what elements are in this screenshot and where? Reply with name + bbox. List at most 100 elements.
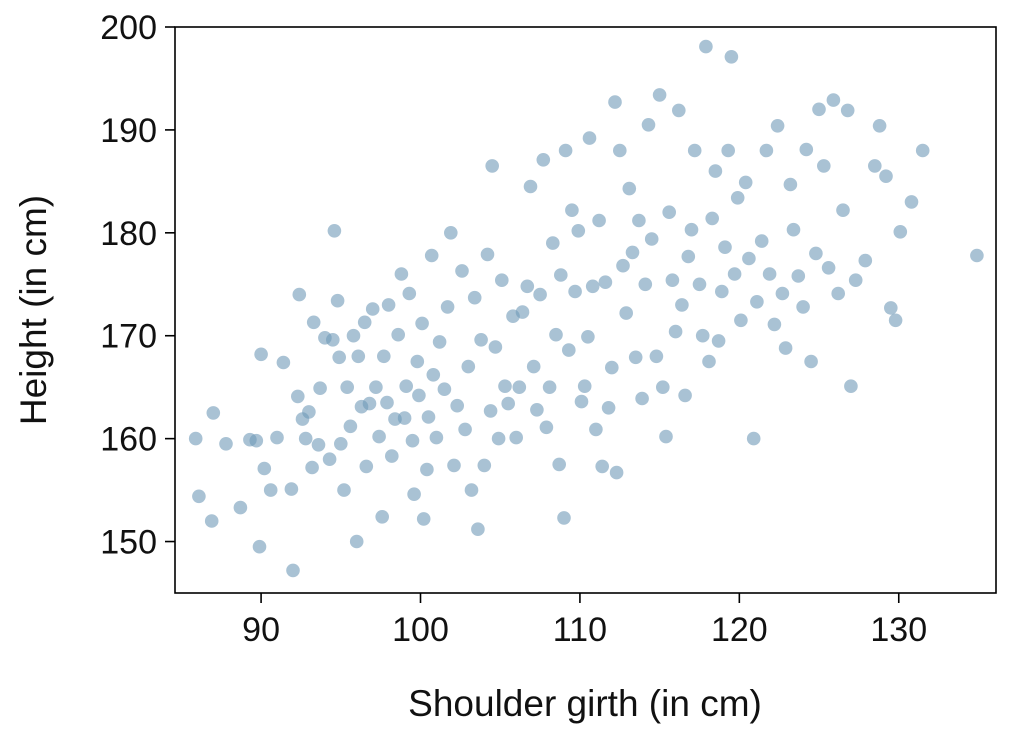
data-point	[365, 302, 380, 316]
data-point	[291, 389, 305, 404]
data-point	[305, 460, 319, 475]
data-point	[762, 267, 777, 281]
data-point	[270, 430, 284, 445]
data-point	[326, 333, 340, 347]
data-point	[249, 433, 264, 448]
data-point	[622, 181, 637, 196]
data-point	[759, 143, 774, 158]
data-point	[558, 143, 573, 158]
x-tick-label: 130	[870, 611, 927, 649]
data-point	[554, 268, 568, 282]
data-point	[546, 236, 560, 250]
data-point	[565, 203, 579, 217]
data-point	[424, 248, 439, 263]
data-point	[595, 459, 609, 474]
x-tick-label: 120	[711, 611, 768, 649]
data-point	[675, 298, 689, 312]
data-point	[254, 347, 268, 362]
data-point	[649, 349, 664, 364]
data-point	[509, 430, 523, 445]
data-point	[372, 429, 386, 444]
data-point	[450, 398, 465, 413]
data-point	[284, 482, 299, 496]
data-point	[746, 431, 761, 446]
data-point	[681, 249, 696, 264]
data-point	[775, 286, 790, 301]
data-point	[407, 487, 421, 502]
data-point	[571, 224, 586, 238]
data-point	[530, 403, 544, 417]
data-point	[656, 380, 670, 395]
data-point	[791, 269, 806, 283]
data-point	[581, 330, 595, 344]
data-point	[724, 50, 739, 64]
data-point	[589, 422, 603, 437]
data-point	[257, 461, 272, 476]
data-point	[868, 159, 882, 173]
data-point	[526, 359, 541, 374]
data-point	[206, 406, 221, 420]
data-point	[549, 327, 563, 342]
data-point	[444, 226, 458, 240]
data-point	[616, 258, 630, 273]
data-point	[488, 340, 503, 354]
x-tick-label: 100	[392, 611, 449, 649]
data-point	[485, 159, 500, 173]
data-point	[397, 411, 412, 425]
x-tick-label: 110	[553, 611, 607, 649]
data-point	[840, 103, 855, 118]
data-point	[770, 119, 785, 133]
data-point	[483, 404, 498, 418]
data-point	[192, 489, 206, 504]
data-point	[652, 88, 667, 102]
y-tick-label: 160	[100, 421, 157, 459]
data-point	[313, 381, 327, 396]
y-tick-label: 150	[100, 524, 157, 562]
data-point	[893, 225, 908, 239]
data-point	[844, 379, 858, 394]
data-point	[632, 213, 646, 228]
data-point	[665, 273, 680, 288]
data-point	[817, 159, 831, 173]
data-point	[385, 449, 399, 463]
data-point	[796, 300, 810, 314]
data-point	[375, 510, 390, 524]
data-point	[562, 343, 576, 357]
data-point	[416, 512, 431, 526]
data-point	[609, 465, 624, 480]
data-point	[515, 305, 530, 319]
data-point	[426, 368, 441, 382]
data-point	[574, 394, 589, 409]
data-point	[625, 245, 640, 260]
data-point	[628, 350, 643, 365]
data-point	[884, 301, 898, 315]
data-point	[330, 293, 345, 308]
data-points	[188, 39, 984, 578]
data-point	[381, 298, 396, 312]
data-point	[340, 380, 355, 395]
data-point	[705, 211, 719, 226]
y-tick-label: 190	[100, 112, 157, 150]
data-point	[778, 341, 793, 355]
x-axis: 90 100 110 120 130	[242, 593, 927, 649]
data-point	[568, 284, 582, 299]
data-point	[635, 391, 649, 406]
data-point	[711, 334, 726, 348]
data-point	[721, 143, 735, 158]
data-point	[447, 458, 461, 473]
x-tick-label: 90	[242, 611, 280, 649]
data-point	[715, 284, 729, 299]
data-point	[783, 177, 798, 192]
data-point	[369, 380, 383, 395]
data-point	[708, 164, 723, 178]
data-point	[888, 313, 903, 328]
data-point	[904, 195, 919, 209]
data-point	[727, 267, 742, 281]
data-point	[641, 118, 656, 132]
data-point	[872, 119, 887, 133]
data-point	[520, 279, 535, 294]
data-point	[474, 333, 488, 347]
data-point	[804, 354, 818, 369]
data-point	[730, 191, 745, 205]
